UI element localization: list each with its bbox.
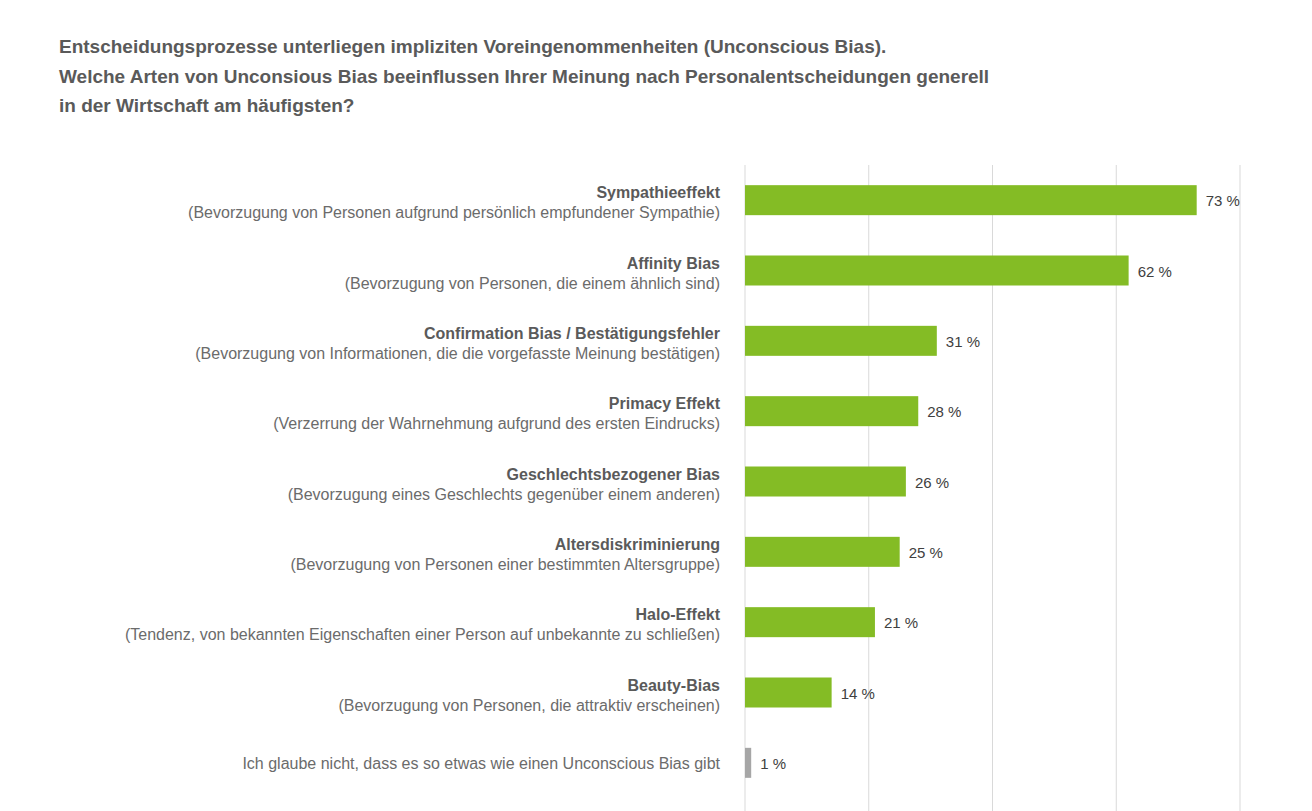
bar (745, 748, 751, 778)
category-description: (Bevorzugung von Personen einer bestimmt… (290, 556, 720, 573)
category-name: Halo-Effekt (636, 606, 721, 623)
grid (745, 165, 1240, 811)
data-label: 62 % (1138, 263, 1172, 280)
bar (745, 607, 875, 637)
category-label: Altersdiskriminierung (Bevorzugung von Pe… (290, 536, 720, 573)
title-line: Welche Arten von Unconsious Bias beeinfl… (59, 66, 989, 87)
category-description: (Bevorzugung von Informationen, die die … (195, 345, 720, 362)
category-name: Sympathieeffekt (596, 184, 720, 201)
bar (745, 537, 900, 567)
category-description: (Bevorzugung von Personen aufgrund persö… (188, 204, 720, 221)
data-label: 28 % (927, 403, 961, 420)
category-description: (Verzerrung der Wahrnehmung aufgrund des… (273, 415, 720, 432)
category-name: Geschlechtsbezogener Bias (507, 466, 721, 483)
bar (745, 467, 906, 497)
data-label: 1 % (760, 755, 786, 772)
bar (745, 185, 1197, 215)
category-label: Beauty-Bias (Bevorzugung von Personen, di… (338, 677, 720, 714)
category-name: Primacy Effekt (609, 395, 721, 412)
bar (745, 678, 832, 708)
title-line: Entscheidungsprozesse unterliegen impliz… (59, 36, 886, 57)
title: Entscheidungsprozesse unterliegen impliz… (59, 36, 989, 116)
category-label: Primacy Effekt (Verzerrung der Wahrnehmun… (273, 395, 720, 432)
category-description: (Bevorzugung von Personen, die einem ähn… (345, 275, 720, 292)
category-label: Geschlechtsbezogener Bias (Bevorzugung ei… (288, 466, 720, 503)
category-name: Ich glaube nicht, dass es so etwas wie e… (242, 755, 720, 772)
chart: Entscheidungsprozesse unterliegen impliz… (0, 0, 1312, 811)
data-label: 21 % (884, 614, 918, 631)
category-name: Altersdiskriminierung (555, 536, 720, 553)
labels: Sympathieeffekt (Bevorzugung von Personen… (125, 184, 1240, 772)
bar (745, 256, 1129, 286)
data-label: 25 % (909, 544, 943, 561)
category-name: Beauty-Bias (628, 677, 721, 694)
category-description: (Bevorzugung eines Geschlechts gegenüber… (288, 486, 720, 503)
category-description: (Bevorzugung von Personen, die attraktiv… (338, 697, 720, 714)
category-label: Ich glaube nicht, dass es so etwas wie e… (242, 755, 720, 772)
bar (745, 326, 937, 356)
bar (745, 396, 918, 426)
category-description: (Tendenz, von bekannten Eigenschaften ei… (125, 626, 720, 643)
category-label: Sympathieeffekt (Bevorzugung von Personen… (188, 184, 721, 221)
bars (745, 185, 1197, 778)
data-label: 73 % (1206, 192, 1240, 209)
data-label: 14 % (841, 685, 875, 702)
grid-line (1240, 165, 1241, 811)
data-label: 26 % (915, 474, 949, 491)
category-label: Affinity Bias (Bevorzugung von Personen, … (345, 255, 720, 292)
category-label: Confirmation Bias / Bestätigungsfehler (B… (195, 325, 720, 362)
data-label: 31 % (946, 333, 980, 350)
title-line: in der Wirtschaft am häufigsten? (59, 95, 354, 116)
category-label: Halo-Effekt (Tendenz, von bekannten Eigen… (125, 606, 721, 643)
category-name: Confirmation Bias / Bestätigungsfehler (424, 325, 720, 342)
category-name: Affinity Bias (627, 255, 720, 272)
